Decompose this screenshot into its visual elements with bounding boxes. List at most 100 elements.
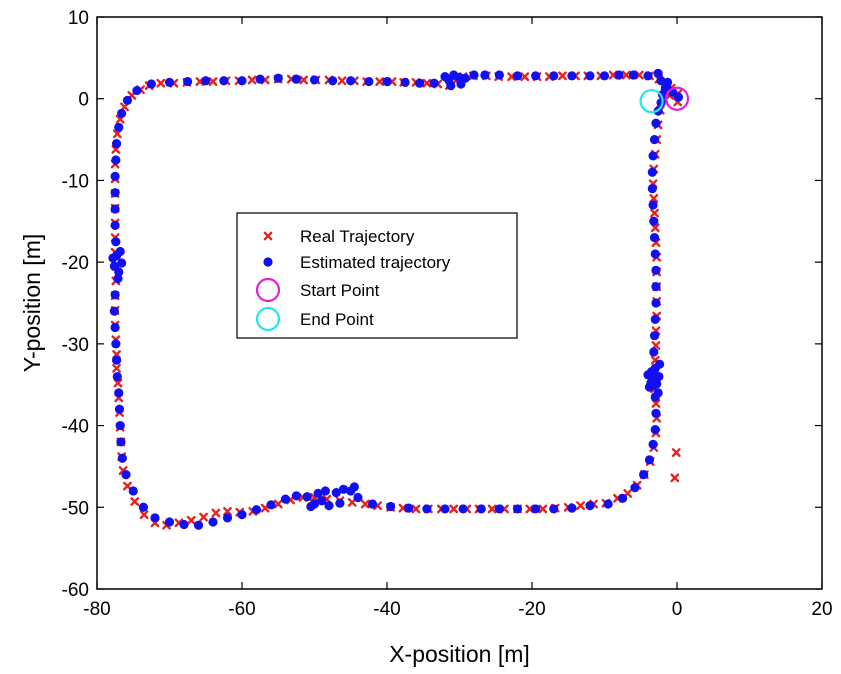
y-tick-label: -60 — [62, 580, 89, 601]
real-trajectory-point — [360, 499, 370, 509]
end-point-marker — [639, 89, 664, 114]
estimated-trajectory-point — [302, 492, 312, 502]
y-tick-label: -30 — [62, 335, 89, 356]
estimated-trajectory-point — [237, 76, 247, 86]
legend-item-end: End Point — [255, 306, 374, 332]
estimated-trajectory-point — [313, 488, 323, 498]
estimated-trajectory-point — [382, 76, 392, 87]
real-trajectory-point — [211, 508, 221, 518]
estimated-trajectory-point — [440, 72, 450, 82]
real-trajectory-point — [375, 77, 385, 86]
estimated-trajectory-point — [415, 78, 425, 88]
estimated-trajectory-point — [266, 500, 276, 510]
estimated-trajectory-point — [117, 258, 127, 268]
estimated-trajectory-point — [648, 151, 658, 161]
estimated-trajectory-point — [251, 505, 262, 515]
estimated-trajectory-point — [114, 122, 124, 132]
estimated-trajectory-point — [648, 439, 658, 449]
real-trajectory-point — [156, 78, 166, 88]
legend-label-start: Start Point — [300, 281, 380, 300]
estimated-trajectory-point — [111, 237, 121, 247]
estimated-trajectory-point — [115, 420, 125, 431]
estimated-trajectory-point — [662, 77, 673, 87]
estimated-trajectory-point — [446, 81, 456, 91]
legend-box — [236, 212, 518, 339]
axes-box — [96, 16, 823, 590]
estimated-trajectory-point — [273, 73, 283, 83]
legend-start-ring — [255, 277, 281, 303]
estimated-trajectory-point — [628, 70, 639, 80]
estimated-trajectory-point — [614, 70, 624, 80]
estimated-trajectory-point — [476, 504, 486, 514]
legend: Real Trajectory Estimated trajectory Sta… — [236, 212, 518, 339]
real-trajectory-point — [208, 77, 218, 86]
estimated-trajectory-point — [138, 502, 148, 512]
estimated-trajectory-point — [116, 437, 126, 447]
estimated-trajectory-point — [193, 520, 204, 530]
estimated-trajectory-point — [651, 265, 661, 275]
legend-x-marker — [263, 231, 273, 241]
real-trajectory-point — [650, 208, 659, 218]
estimated-trajectory-point — [603, 499, 613, 509]
y-tick-label: -10 — [62, 171, 89, 192]
estimated-trajectory-point — [110, 204, 120, 214]
x-tick-label: -80 — [83, 599, 110, 620]
estimated-trajectory-point — [422, 504, 432, 514]
estimated-trajectory-point — [132, 85, 142, 96]
estimated-trajectory-point — [549, 71, 559, 81]
real-trajectory-point — [671, 448, 681, 457]
estimated-trajectory-point — [649, 216, 659, 226]
estimated-trajectory-point — [647, 167, 657, 177]
estimated-trajectory-point — [317, 496, 327, 506]
estimated-trajectory-point — [512, 71, 523, 81]
plot-marks — [108, 68, 690, 530]
estimated-trajectory-point — [324, 501, 334, 511]
estimated-trajectory-point — [643, 71, 653, 81]
estimated-trajectory-point — [117, 108, 127, 119]
estimated-trajectory-point — [653, 68, 663, 78]
estimated-trajectory-point — [291, 74, 301, 84]
estimated-trajectory-point — [585, 71, 595, 81]
estimated-trajectory-point — [110, 171, 120, 181]
estimated-trajectory-point — [346, 76, 356, 86]
estimated-trajectory-point — [649, 233, 660, 243]
estimated-trajectory-point — [651, 118, 661, 128]
start-point-marker — [664, 86, 690, 111]
estimated-trajectory-point — [585, 501, 595, 511]
estimated-trajectory-point — [567, 503, 577, 513]
estimated-trajectory-point — [111, 155, 121, 165]
estimated-trajectory-point — [651, 298, 661, 308]
estimated-trajectory-point — [201, 76, 211, 86]
estimated-trajectory-point — [128, 486, 138, 496]
end-circle-icon — [255, 306, 281, 332]
estimated-trajectory-point — [404, 503, 414, 513]
estimated-trajectory-point — [338, 484, 349, 494]
estimated-trajectory-point — [456, 79, 466, 89]
real-trajectory-point — [112, 363, 121, 373]
estimated-trajectory-point — [386, 501, 396, 512]
estimated-trajectory-point — [549, 504, 559, 514]
y-tick-label: 10 — [68, 8, 89, 29]
real-trajectory-point — [538, 504, 548, 514]
estimated-trajectory-point — [649, 134, 660, 145]
real-trajectory-point — [247, 75, 257, 85]
real-trajectory-point — [449, 504, 459, 514]
estimated-trajectory-point — [164, 77, 175, 87]
y-axis-label: Y-position [m] — [19, 234, 45, 373]
estimated-trajectory-point — [531, 71, 541, 81]
estimated-trajectory-point — [237, 510, 247, 520]
estimated-trajectory-point — [111, 339, 121, 349]
estimated-trajectory-point — [651, 408, 661, 418]
estimated-trajectory-point — [650, 249, 660, 259]
estimated-trajectory-point — [644, 455, 655, 465]
estimated-trajectory-point — [643, 370, 653, 380]
estimated-trajectory-point — [364, 76, 374, 87]
real-trajectory-point — [130, 497, 140, 506]
estimated-trajectory-point — [208, 517, 218, 527]
estimated-trajectory-point — [650, 314, 660, 324]
estimated-trajectory-point — [111, 139, 122, 149]
estimated-trajectory-point — [320, 486, 330, 496]
estimated-trajectory-point — [644, 382, 655, 392]
real-trajectory-point — [558, 71, 567, 81]
